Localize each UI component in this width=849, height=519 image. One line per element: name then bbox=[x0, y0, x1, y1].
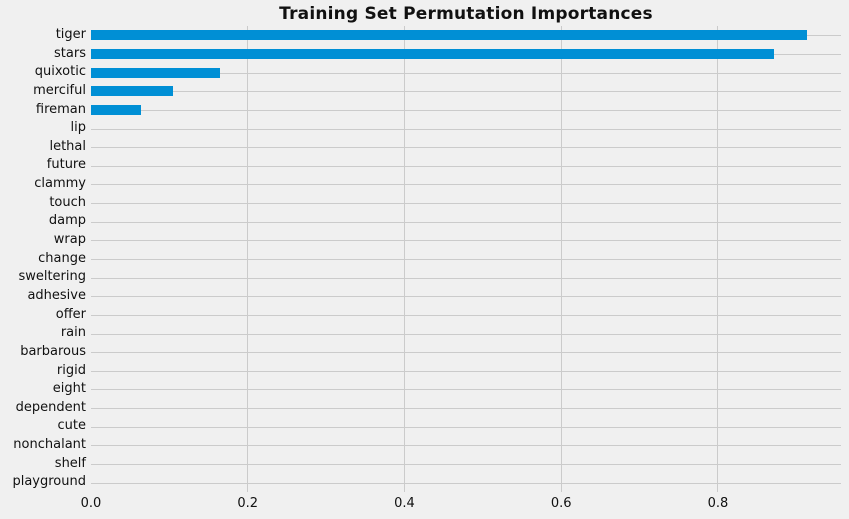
horizontal-gridline bbox=[91, 408, 841, 410]
y-tick-label: adhesive bbox=[27, 287, 86, 303]
bar-row bbox=[91, 473, 841, 492]
horizontal-gridline bbox=[91, 128, 841, 130]
y-tick-label: offer bbox=[55, 306, 86, 322]
importance-bar bbox=[91, 30, 807, 41]
y-tick-label: sweltering bbox=[18, 269, 86, 285]
horizontal-gridline bbox=[91, 314, 841, 316]
horizontal-gridline bbox=[91, 464, 841, 466]
x-tick-label: 0.8 bbox=[707, 496, 729, 511]
x-tick-label: 0.6 bbox=[550, 496, 572, 511]
y-tick-label: future bbox=[46, 157, 86, 173]
y-tick-label: barbarous bbox=[20, 343, 86, 359]
y-tick-label: shelf bbox=[54, 455, 86, 471]
bar-row bbox=[91, 362, 841, 381]
horizontal-gridline bbox=[91, 445, 841, 447]
x-tick-label: 0.4 bbox=[394, 496, 415, 511]
horizontal-gridline bbox=[91, 482, 841, 484]
y-tick-label: fireman bbox=[35, 101, 86, 117]
y-tick-label: merciful bbox=[33, 82, 86, 98]
plot-area bbox=[91, 26, 841, 492]
y-tick-label: nonchalant bbox=[13, 437, 86, 453]
y-tick-label: rain bbox=[60, 325, 86, 341]
bar-row bbox=[91, 194, 841, 213]
bar-row bbox=[91, 212, 841, 231]
horizontal-gridline bbox=[91, 72, 841, 74]
horizontal-gridline bbox=[91, 184, 841, 186]
bar-row bbox=[91, 306, 841, 325]
horizontal-gridline bbox=[91, 352, 841, 354]
y-tick-label: lip bbox=[70, 120, 86, 136]
bar-row bbox=[91, 138, 841, 157]
bar-row bbox=[91, 45, 841, 64]
chart-title: Training Set Permutation Importances bbox=[279, 4, 653, 24]
bar-row bbox=[91, 268, 841, 287]
bar-row bbox=[91, 417, 841, 436]
bar-row bbox=[91, 82, 841, 101]
y-tick-label: playground bbox=[12, 474, 86, 490]
bar-row bbox=[91, 63, 841, 82]
x-tick-label: 0.0 bbox=[80, 496, 102, 511]
bar-row bbox=[91, 324, 841, 343]
importance-bar bbox=[91, 67, 220, 78]
bar-row bbox=[91, 156, 841, 175]
y-tick-label: rigid bbox=[56, 362, 86, 378]
y-tick-label: touch bbox=[49, 194, 86, 210]
y-tick-label: damp bbox=[48, 213, 86, 229]
horizontal-gridline bbox=[91, 296, 841, 298]
horizontal-gridline bbox=[91, 426, 841, 428]
horizontal-gridline bbox=[91, 165, 841, 167]
y-tick-label: stars bbox=[54, 45, 86, 61]
horizontal-gridline bbox=[91, 91, 841, 93]
y-tick-label: cute bbox=[57, 418, 86, 434]
bar-row bbox=[91, 343, 841, 362]
horizontal-gridline bbox=[91, 109, 841, 111]
bar-row bbox=[91, 250, 841, 269]
importance-bar bbox=[91, 104, 142, 115]
bar-row bbox=[91, 399, 841, 418]
bar-row bbox=[91, 231, 841, 250]
horizontal-gridline bbox=[91, 221, 841, 223]
horizontal-gridline bbox=[91, 258, 841, 260]
y-tick-label: quixotic bbox=[34, 64, 86, 80]
y-tick-label: wrap bbox=[53, 232, 86, 248]
y-tick-label: lethal bbox=[49, 138, 86, 154]
importance-bar bbox=[91, 48, 775, 59]
y-tick-label: change bbox=[38, 250, 86, 266]
bar-row bbox=[91, 436, 841, 455]
bar-row bbox=[91, 119, 841, 138]
horizontal-gridline bbox=[91, 277, 841, 279]
horizontal-gridline bbox=[91, 240, 841, 242]
x-tick-label: 0.2 bbox=[237, 496, 259, 511]
bar-row bbox=[91, 175, 841, 194]
importance-bar bbox=[91, 86, 173, 97]
horizontal-gridline bbox=[91, 203, 841, 205]
y-tick-label: dependent bbox=[15, 399, 86, 415]
bar-row bbox=[91, 26, 841, 45]
y-tick-label: tiger bbox=[55, 27, 86, 42]
bar-row bbox=[91, 287, 841, 306]
bar-row bbox=[91, 101, 841, 120]
horizontal-gridline bbox=[91, 147, 841, 149]
horizontal-gridline bbox=[91, 333, 841, 335]
y-tick-label: eight bbox=[52, 381, 86, 397]
y-tick-label: clammy bbox=[34, 176, 86, 192]
bar-row bbox=[91, 380, 841, 399]
bar-row bbox=[91, 455, 841, 474]
horizontal-gridline bbox=[91, 389, 841, 391]
horizontal-gridline bbox=[91, 370, 841, 372]
